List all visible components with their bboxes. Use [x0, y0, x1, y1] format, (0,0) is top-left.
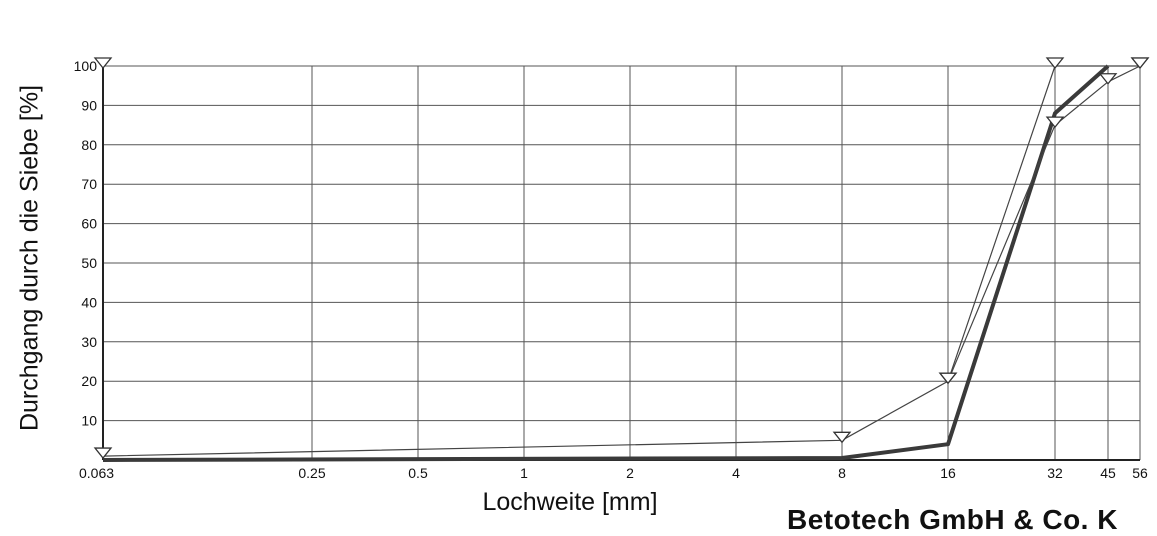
x-tick-label: 45: [1100, 465, 1116, 481]
y-tick-label: 10: [81, 413, 97, 429]
triangle-marker: [938, 372, 958, 385]
grid: [102, 65, 1141, 460]
x-tick-label: 8: [838, 465, 846, 481]
x-tick-label: 32: [1047, 465, 1063, 481]
x-tick-label: 4: [732, 465, 740, 481]
y-tick-label: 100: [74, 58, 98, 74]
triangle-marker: [93, 447, 113, 460]
x-tick-label: 1: [520, 465, 528, 481]
x-tick-label: 16: [940, 465, 956, 481]
company-name: Betotech GmbH & Co. K: [787, 504, 1118, 535]
series-line-thick: [102, 64, 1110, 462]
x-tick-label: 56: [1132, 465, 1148, 481]
triangle-marker: [1045, 57, 1065, 70]
triangle-marker: [1098, 73, 1118, 85]
y-tick-label: 90: [81, 97, 97, 113]
x-tick-label: 0.25: [298, 465, 325, 481]
y-tick-label: 40: [81, 294, 97, 310]
y-tick-label: 50: [81, 255, 97, 271]
x-tick-labels: 0.063 0.25 0.5 1 2 4 8 16 32 45 56: [79, 465, 1148, 481]
series-line-thin: [102, 65, 1140, 457]
y-tick-label: 60: [81, 216, 97, 232]
triangle-marker: [93, 57, 113, 70]
triangle-marker: [1045, 116, 1065, 129]
x-tick-label: 0.063: [79, 465, 114, 481]
series-line-thin: [947, 65, 1141, 382]
marker-layer: [93, 57, 1150, 460]
x-tick-label: 2: [626, 465, 634, 481]
y-tick-label: 30: [81, 334, 97, 350]
x-tick-label: 0.5: [408, 465, 428, 481]
y-tick-label: 80: [81, 137, 97, 153]
y-tick-label: 70: [81, 176, 97, 192]
x-axis-label: Lochweite [mm]: [482, 488, 658, 516]
y-tick-labels: 10 20 30 40 50 60 70 80 90 100: [74, 58, 98, 429]
y-axis-label: Durchgang durch die Siebe [%]: [15, 84, 44, 432]
y-tick-label: 20: [81, 373, 97, 389]
y-axis-label-wrap: Durchgang durch die Siebe [%]: [0, 0, 60, 500]
triangle-marker: [832, 431, 852, 444]
triangle-marker: [1130, 57, 1150, 70]
